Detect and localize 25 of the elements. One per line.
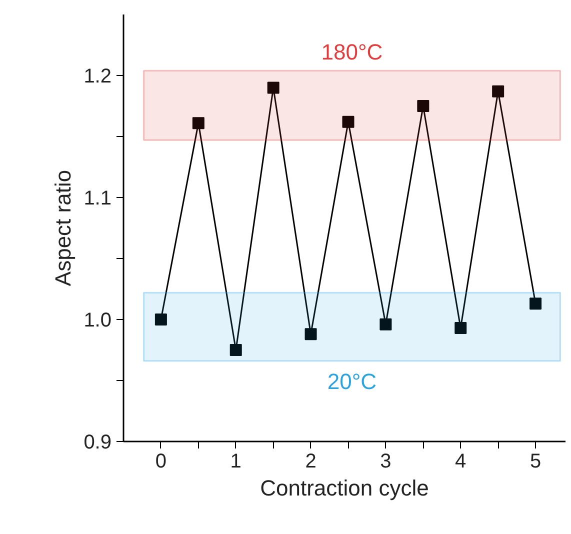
point	[154, 314, 167, 326]
y-tick-label: 1.1	[84, 188, 112, 210]
point	[530, 298, 542, 310]
point	[454, 322, 467, 334]
y-tick-label: 1.2	[84, 66, 112, 88]
x-axis-title: Contraction cycle	[260, 476, 429, 500]
x-tick-label: 5	[530, 450, 542, 472]
point	[492, 85, 504, 98]
point	[192, 117, 204, 130]
y-tick-label: 0.9	[84, 432, 112, 454]
x-tick-label: 4	[455, 450, 466, 472]
point	[230, 344, 242, 356]
y-axis-title: Aspect ratio	[50, 170, 76, 286]
point	[380, 318, 392, 330]
point	[304, 328, 317, 340]
y-tick-label: 1.0	[84, 310, 112, 332]
x-tick-label: 3	[380, 450, 392, 472]
point	[267, 82, 280, 94]
x-tick-label: 2	[305, 450, 316, 472]
band-label: 180°C	[321, 40, 383, 65]
point	[342, 116, 354, 128]
point	[417, 100, 430, 112]
x-tick-label: 1	[230, 450, 242, 472]
band-label: 20°C	[327, 368, 377, 394]
x-tick-label: 0	[155, 450, 167, 472]
